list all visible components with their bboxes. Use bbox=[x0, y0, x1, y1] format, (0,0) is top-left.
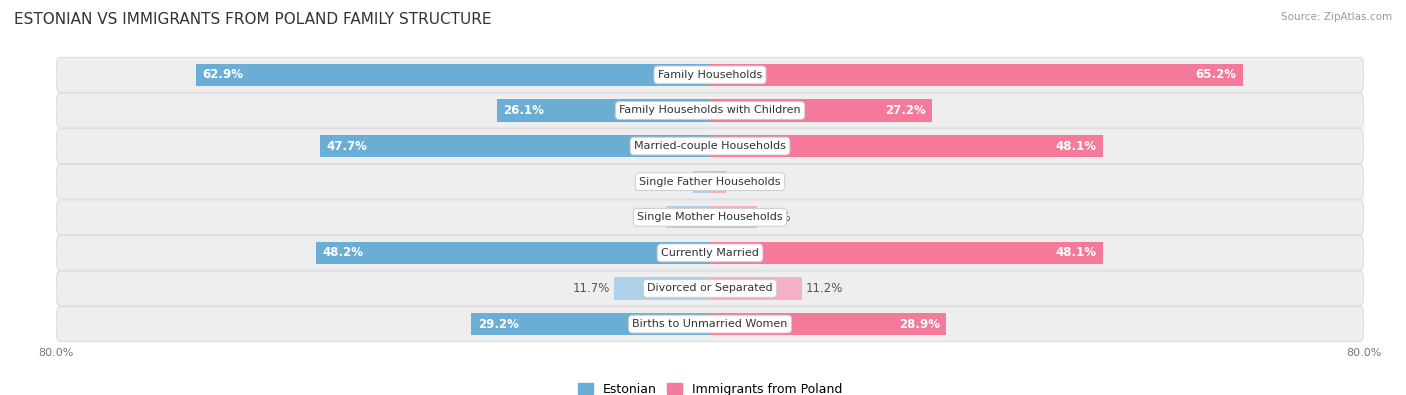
Text: 48.2%: 48.2% bbox=[322, 246, 364, 260]
Legend: Estonian, Immigrants from Poland: Estonian, Immigrants from Poland bbox=[572, 378, 848, 395]
Text: 2.1%: 2.1% bbox=[659, 175, 689, 188]
FancyBboxPatch shape bbox=[56, 57, 1364, 92]
FancyBboxPatch shape bbox=[56, 164, 1364, 199]
Text: Single Mother Households: Single Mother Households bbox=[637, 212, 783, 222]
Bar bbox=[710, 64, 1243, 86]
FancyBboxPatch shape bbox=[56, 271, 1364, 306]
Text: Currently Married: Currently Married bbox=[661, 248, 759, 258]
Bar bbox=[321, 135, 710, 157]
Bar bbox=[693, 171, 710, 193]
Text: 48.1%: 48.1% bbox=[1056, 246, 1097, 260]
Text: 5.8%: 5.8% bbox=[762, 211, 792, 224]
Text: Married-couple Households: Married-couple Households bbox=[634, 141, 786, 151]
Bar bbox=[710, 135, 1104, 157]
Text: Family Households: Family Households bbox=[658, 70, 762, 80]
Text: Source: ZipAtlas.com: Source: ZipAtlas.com bbox=[1281, 12, 1392, 22]
FancyBboxPatch shape bbox=[56, 235, 1364, 270]
Bar bbox=[710, 206, 758, 228]
Text: ESTONIAN VS IMMIGRANTS FROM POLAND FAMILY STRUCTURE: ESTONIAN VS IMMIGRANTS FROM POLAND FAMIL… bbox=[14, 12, 492, 27]
Text: Births to Unmarried Women: Births to Unmarried Women bbox=[633, 319, 787, 329]
Bar bbox=[710, 313, 946, 335]
Text: 27.2%: 27.2% bbox=[884, 104, 925, 117]
Text: Single Father Households: Single Father Households bbox=[640, 177, 780, 187]
Text: 29.2%: 29.2% bbox=[478, 318, 519, 331]
Text: 48.1%: 48.1% bbox=[1056, 139, 1097, 152]
Bar bbox=[471, 313, 710, 335]
FancyBboxPatch shape bbox=[56, 307, 1364, 342]
Text: 26.1%: 26.1% bbox=[503, 104, 544, 117]
Text: 65.2%: 65.2% bbox=[1195, 68, 1236, 81]
Bar bbox=[710, 277, 801, 299]
Text: Family Households with Children: Family Households with Children bbox=[619, 105, 801, 115]
Bar bbox=[666, 206, 710, 228]
Text: 28.9%: 28.9% bbox=[898, 318, 939, 331]
Bar bbox=[710, 242, 1104, 264]
FancyBboxPatch shape bbox=[56, 200, 1364, 235]
Text: 62.9%: 62.9% bbox=[202, 68, 243, 81]
Bar bbox=[614, 277, 710, 299]
FancyBboxPatch shape bbox=[56, 93, 1364, 128]
Bar bbox=[710, 171, 727, 193]
Bar bbox=[195, 64, 710, 86]
Text: Divorced or Separated: Divorced or Separated bbox=[647, 284, 773, 293]
Bar bbox=[316, 242, 710, 264]
FancyBboxPatch shape bbox=[56, 129, 1364, 164]
Text: 11.2%: 11.2% bbox=[806, 282, 844, 295]
Bar bbox=[710, 100, 932, 122]
Text: 47.7%: 47.7% bbox=[326, 139, 367, 152]
Text: 2.0%: 2.0% bbox=[731, 175, 761, 188]
Text: 5.4%: 5.4% bbox=[633, 211, 662, 224]
Text: 11.7%: 11.7% bbox=[574, 282, 610, 295]
Bar bbox=[496, 100, 710, 122]
